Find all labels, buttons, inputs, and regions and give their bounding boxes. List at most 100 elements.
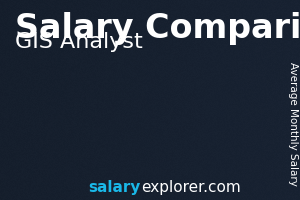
Bar (158, 101, 159, 178)
Bar (58, 146, 59, 178)
Bar (136, 114, 137, 178)
Bar (202, 96, 203, 178)
Bar (136, 114, 137, 178)
Bar (117, 114, 118, 178)
Bar (89, 133, 90, 178)
Bar (52, 146, 53, 178)
Bar (260, 89, 261, 178)
Bar (42, 146, 43, 178)
Bar (79, 133, 80, 178)
Bar (205, 96, 206, 178)
Bar (200, 96, 201, 178)
Bar (176, 101, 177, 178)
Bar (238, 89, 239, 178)
Bar (133, 114, 134, 178)
Bar (254, 89, 255, 178)
Bar (119, 114, 120, 178)
Bar (44, 146, 45, 178)
Bar (139, 114, 140, 178)
Bar (127, 114, 128, 178)
Bar (43, 146, 44, 178)
Bar (217, 96, 218, 178)
Bar (241, 89, 242, 178)
Bar (210, 96, 211, 178)
Text: 634,000 JPY: 634,000 JPY (158, 85, 232, 98)
Bar (97, 133, 98, 178)
Bar (82, 133, 83, 178)
Bar (77, 133, 78, 178)
Bar (51, 146, 52, 178)
Bar (180, 101, 181, 178)
Bar (218, 96, 219, 178)
Bar (257, 89, 258, 178)
Bar (95, 133, 96, 178)
Bar (169, 101, 170, 178)
Bar (48, 146, 49, 178)
Text: +6%: +6% (168, 65, 210, 83)
Bar (94, 133, 95, 178)
Bar (128, 114, 129, 178)
Bar (134, 114, 135, 178)
Bar (37, 146, 38, 178)
Bar (116, 114, 140, 116)
Bar (207, 96, 208, 178)
Bar (162, 101, 163, 178)
Bar (76, 133, 77, 178)
Bar (174, 101, 175, 178)
Bar (54, 146, 55, 178)
Bar (240, 89, 241, 178)
Bar (90, 133, 91, 178)
Bar (238, 89, 261, 91)
Bar (38, 146, 39, 178)
Bar (135, 114, 136, 178)
Bar (167, 101, 168, 178)
Text: +9%: +9% (208, 58, 250, 76)
Bar (247, 89, 248, 178)
Bar (116, 114, 117, 178)
Bar (138, 114, 139, 178)
Bar (165, 101, 166, 178)
Bar (99, 133, 100, 178)
Bar (131, 114, 132, 178)
Bar (249, 89, 250, 178)
Bar (172, 101, 173, 178)
Bar (121, 114, 122, 178)
Bar (171, 101, 172, 178)
Bar (212, 96, 213, 178)
Bar (83, 133, 84, 178)
Bar (245, 89, 246, 178)
Bar (96, 133, 97, 178)
Bar (203, 96, 204, 178)
Text: +22%: +22% (122, 69, 176, 87)
Bar (198, 96, 199, 178)
Bar (123, 114, 124, 178)
Bar (120, 114, 121, 178)
Text: 729,000 JPY: 729,000 JPY (239, 73, 300, 86)
Bar (45, 146, 46, 178)
Text: 265,000 JPY: 265,000 JPY (0, 130, 34, 143)
Bar (159, 101, 160, 178)
Bar (157, 101, 158, 178)
Bar (164, 101, 165, 178)
Bar (76, 133, 100, 134)
Bar (129, 114, 130, 178)
Text: 366,000 JPY: 366,000 JPY (77, 118, 152, 131)
Bar (239, 89, 240, 178)
Bar (40, 146, 41, 178)
Bar (92, 133, 93, 178)
Bar (80, 133, 81, 178)
Bar (197, 96, 221, 98)
Bar (252, 89, 253, 178)
Bar (163, 101, 164, 178)
Bar (87, 133, 88, 178)
Bar (246, 89, 247, 178)
Text: +42%: +42% (81, 83, 135, 101)
Bar (243, 89, 244, 178)
Bar (56, 146, 57, 178)
Bar (259, 89, 260, 178)
Bar (213, 96, 214, 178)
Text: 520,000 JPY: 520,000 JPY (118, 99, 192, 112)
Bar (211, 96, 212, 178)
Bar (86, 133, 87, 178)
Bar (93, 133, 94, 178)
